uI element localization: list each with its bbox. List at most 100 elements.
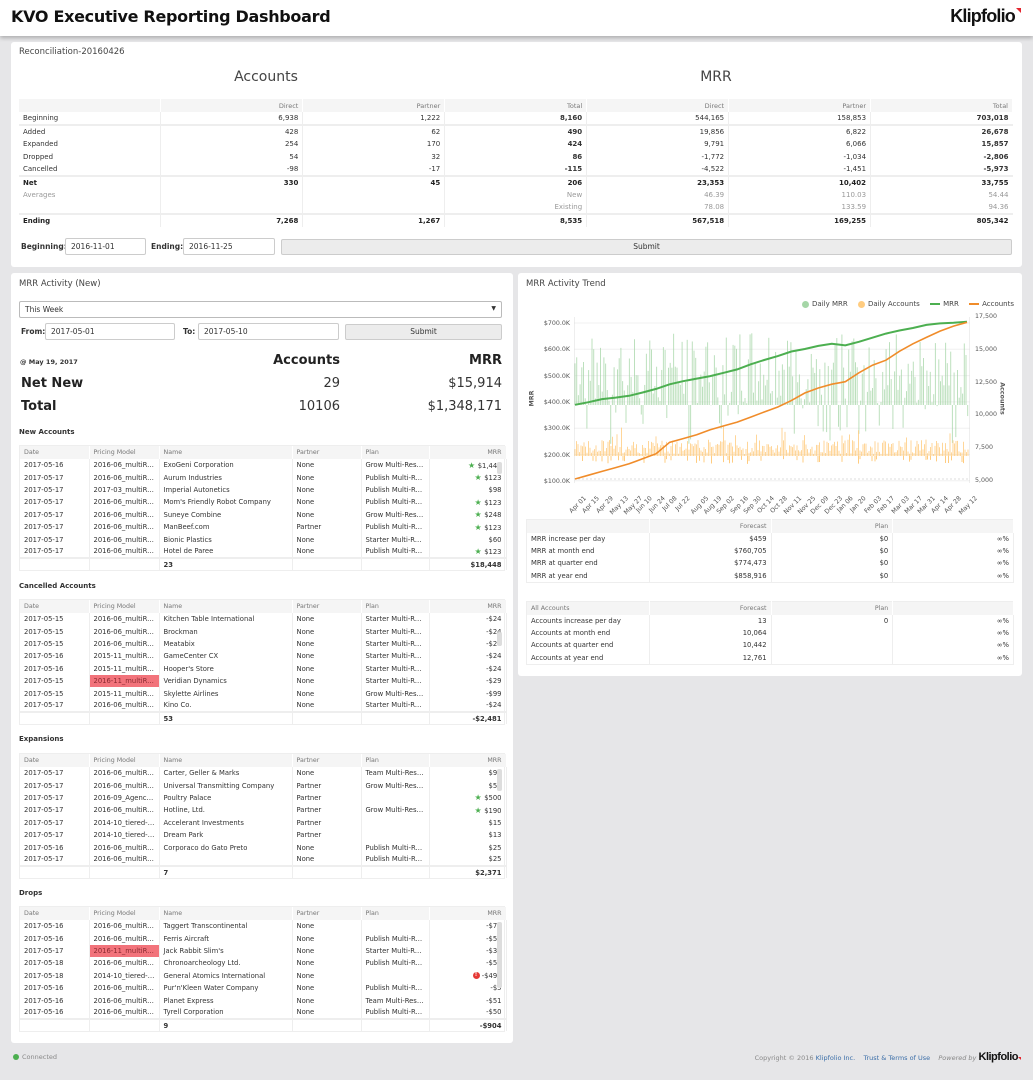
table-row[interactable]: 2017-05-15 2016-06_multiRe... Kitchen Tabl… <box>20 613 507 626</box>
connected-status-icon <box>13 1054 19 1060</box>
table-row[interactable]: 2017-05-17 2016-06_multiRe... Hotel de Par… <box>20 545 507 559</box>
klipfolio-logo[interactable]: Klipfolio <box>950 6 1021 27</box>
table-total-row: 9 -$904 <box>20 1018 507 1032</box>
table-row[interactable]: 2017-05-17 2016-06_multiRe... Aurum Indust… <box>20 471 507 484</box>
mrr-activity-panel: MRR Activity (New) This Week ▼ From: 201… <box>11 273 513 1043</box>
legend-daily-mrr[interactable]: Daily MRR <box>802 300 848 308</box>
table-total-row: 23 $18,448 <box>20 557 507 571</box>
table-row: Accounts at quarter end 10,442 ∞% <box>526 639 1014 652</box>
total-mrr: $1,348,171 <box>427 399 502 414</box>
table-row[interactable]: 2017-05-18 2016-06_multiRe... Chronoarcheo… <box>20 957 507 970</box>
powered-by-label: Powered by <box>938 1054 977 1062</box>
table-row[interactable]: 2017-05-15 2015-11_multiRe... Skylette Air… <box>20 687 507 700</box>
to-date-input[interactable]: 2017-05-10 <box>198 323 339 340</box>
table-row: MRR increase per day $459 $0 ∞% <box>526 532 1014 545</box>
table-row[interactable]: 2017-05-17 2014-10_tiered-s... Accelerant … <box>20 816 507 829</box>
star-icon: ★ <box>474 546 485 556</box>
mrr-line-icon <box>930 303 941 305</box>
mrr-activity-submit-button[interactable]: Submit <box>345 324 502 340</box>
table-row[interactable]: 2017-05-16 2016-06_multiRe... ExoGeni Corp… <box>20 459 507 472</box>
legend-mrr[interactable]: MRR <box>930 300 959 308</box>
top-bar: KVO Executive Reporting Dashboard Klipfo… <box>0 0 1033 36</box>
reconciliation-submit-button[interactable]: Submit <box>281 239 1012 255</box>
beginning-label: Beginning: <box>21 242 67 251</box>
table-row[interactable]: 2017-05-17 2014-10_tiered-s... Dream Park P… <box>20 828 507 842</box>
table-row[interactable]: 2017-05-17 2016-06_multiRe... Kino Co. None… <box>20 699 507 713</box>
table-total-row: 53 -$2,481 <box>20 711 507 725</box>
expansions-heading: Expansions <box>19 735 64 743</box>
table-row: MRR at year end $858,916 $0 ∞% <box>526 569 1014 583</box>
table-scrollbar[interactable] <box>497 632 502 646</box>
table-scrollbar[interactable] <box>497 922 502 988</box>
total-label: Total <box>21 399 57 414</box>
daily-accounts-dot-icon <box>857 300 865 308</box>
logo-tick-icon <box>1018 1057 1021 1060</box>
table-row[interactable]: 2017-05-17 2016-06_multiRe... Hotline, Ltd… <box>20 804 507 817</box>
net-new-label: Net New <box>21 376 84 391</box>
table-scrollbar[interactable] <box>497 462 502 474</box>
table-row[interactable]: 2017-05-17 2016-06_multiRe... None Publish … <box>20 853 507 867</box>
total-accounts: 10106 <box>298 399 340 414</box>
table-row[interactable]: 2017-05-17 2016-06_multiRe... Carter, Gell… <box>20 767 507 780</box>
drops-table: Date Pricing Model Name Partner Plan MRR… <box>19 906 507 1033</box>
table-row[interactable]: 2017-05-17 2016-06_multiRe... Bionic Plast… <box>20 533 507 546</box>
table-row: Expanded 254 170 424 9,791 6,066 15,857 <box>19 137 1013 151</box>
table-row: Accounts increase per day 13 0 ∞% <box>526 614 1014 627</box>
daily-mrr-dot-icon <box>802 300 810 308</box>
table-row[interactable]: 2017-05-18 2014-10_tiered-s... General Ato… <box>20 969 507 982</box>
table-row[interactable]: 2017-05-15 2016-06_multiRe... Meatabix None… <box>20 637 507 651</box>
ending-label: Ending: <box>151 242 184 251</box>
klipfolio-inc-link[interactable]: Klipfolio Inc. <box>815 1054 856 1062</box>
ending-date-input[interactable]: 2016-11-25 <box>183 238 275 255</box>
table-row[interactable]: 2017-05-16 2016-06_multiRe... Planet Expre… <box>20 994 507 1007</box>
legend-daily-accounts[interactable]: Daily Accounts <box>857 300 920 308</box>
beginning-date-input[interactable]: 2016-11-01 <box>65 238 146 255</box>
star-icon: ★ <box>474 522 485 532</box>
table-row[interactable]: 2017-05-17 2016-11_multiRe... Jack Rabbit … <box>20 944 507 958</box>
trend-chart[interactable] <box>574 317 970 483</box>
table-row: Cancelled -98 -17 -115 -4,522 -1,451 -5,… <box>19 163 1013 176</box>
table-row[interactable]: 2017-05-16 2016-06_multiRe... Taggert Tran… <box>20 920 507 933</box>
table-row[interactable]: 2017-05-17 2016-06_multiRe... ManBeef.com P… <box>20 520 507 534</box>
table-header: All Accounts Forecast Plan <box>526 601 1014 615</box>
star-icon: ★ <box>474 497 485 507</box>
table-row: Ending 7,268 1,267 8,535 567,518 169,255… <box>19 213 1013 228</box>
table-row: Accounts at month end 10,064 ∞% <box>526 626 1014 640</box>
period-select[interactable]: This Week ▼ <box>19 301 502 318</box>
left-axis-title: MRR <box>528 390 536 407</box>
table-row[interactable]: 2017-05-17 2016-06_multiRe... Mom's Friend… <box>20 496 507 509</box>
net-new-mrr: $15,914 <box>448 376 502 391</box>
table-row[interactable]: 2017-05-16 2016-06_multiRe... Pur'n'Kleen … <box>20 981 507 995</box>
table-row: Beginning 6,938 1,222 8,160 544,165 158,… <box>19 112 1013 125</box>
table-row[interactable]: 2017-05-16 2016-06_multiRe... Tyrell Corpo… <box>20 1006 507 1020</box>
legend-accounts[interactable]: Accounts <box>969 300 1014 308</box>
accounts-heading: Accounts <box>234 69 298 85</box>
table-header: Date Pricing Model Name Partner Plan MRR <box>20 446 507 459</box>
accounts-line-icon <box>969 303 980 305</box>
table-total-row: 7 $2,371 <box>20 865 507 879</box>
trust-terms-link[interactable]: Trust & Terms of Use <box>863 1054 931 1062</box>
drops-heading: Drops <box>19 889 43 897</box>
table-row[interactable]: 2017-05-15 2016-11_multiRe... Veridian Dyn… <box>20 674 507 688</box>
cancelled-accounts-table: Date Pricing Model Name Partner Plan MRR… <box>19 599 507 726</box>
table-row[interactable]: 2017-05-16 2016-06_multiRe... Corporaco do… <box>20 841 507 854</box>
table-row[interactable]: 2017-05-16 2015-11_multiRe... GameCenter C… <box>20 650 507 663</box>
table-scrollbar[interactable] <box>497 769 502 791</box>
table-row: Averages New 46.39 110.03 54.44 <box>19 188 1013 202</box>
table-row[interactable]: 2017-05-16 2015-11_multiRe... Hooper's Sto… <box>20 662 507 675</box>
table-row: Existing 78.08 133.59 94.36 <box>19 201 1013 215</box>
table-row[interactable]: 2017-05-17 2016-09_Agency... Poultry Palac… <box>20 791 507 805</box>
from-date-input[interactable]: 2017-05-01 <box>45 323 175 340</box>
table-row: Added 428 62 490 19,856 6,822 26,678 <box>19 123 1013 138</box>
footer-klipfolio-logo[interactable]: Klipfolio <box>979 1051 1021 1063</box>
table-row[interactable]: 2017-05-17 2017-03_multiRe... Imperial Aut… <box>20 483 507 497</box>
alert-icon: ! <box>472 972 480 980</box>
star-icon: ★ <box>474 793 485 803</box>
table-row[interactable]: 2017-05-17 2016-06_multiRe... Universal Tr… <box>20 779 507 792</box>
table-row[interactable]: 2017-05-16 2016-06_multiRe... Ferris Aircr… <box>20 932 507 945</box>
right-axis-title: Accounts <box>998 382 1006 415</box>
table-row[interactable]: 2017-05-17 2016-06_multiRe... Suneye Combi… <box>20 508 507 521</box>
dropdown-arrow-icon: ▼ <box>491 305 496 312</box>
table-row[interactable]: 2017-05-15 2016-06_multiRe... Brockman None… <box>20 625 507 638</box>
table-row: Dropped 54 32 86 -1,772 -1,034 -2,806 <box>19 150 1013 164</box>
